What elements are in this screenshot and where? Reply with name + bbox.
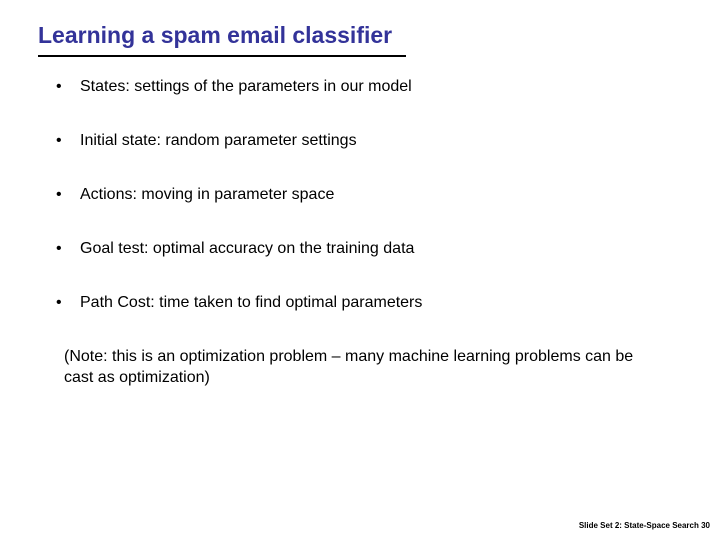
title-underline: [38, 55, 406, 57]
list-item: Path Cost: time taken to find optimal pa…: [56, 293, 682, 313]
note-text: (Note: this is an optimization problem –…: [38, 347, 682, 389]
slide-title: Learning a spam email classifier: [38, 22, 682, 49]
slide: Learning a spam email classifier States:…: [0, 0, 720, 540]
bullet-list: States: settings of the parameters in ou…: [38, 77, 682, 313]
slide-footer: Slide Set 2: State-Space Search 30: [579, 521, 710, 530]
list-item: States: settings of the parameters in ou…: [56, 77, 682, 97]
list-item: Goal test: optimal accuracy on the train…: [56, 239, 682, 259]
list-item: Initial state: random parameter settings: [56, 131, 682, 151]
list-item: Actions: moving in parameter space: [56, 185, 682, 205]
